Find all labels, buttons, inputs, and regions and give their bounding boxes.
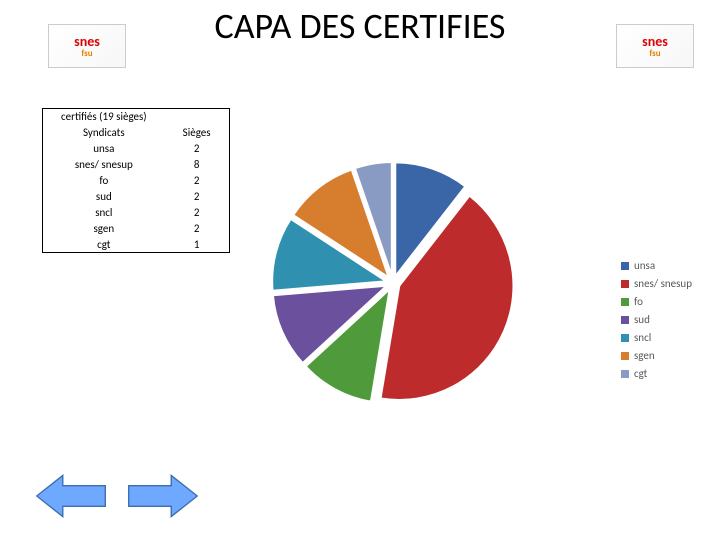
table-row: certifiés (19 sièges)	[43, 109, 229, 125]
syndicat-seats: 2	[165, 221, 229, 237]
legend-swatch	[621, 298, 629, 306]
logo-left: snes fsu	[48, 24, 126, 68]
seats-table: certifiés (19 sièges) Syndicats Sièges u…	[42, 108, 230, 253]
table-header: certifiés (19 sièges)	[43, 109, 165, 125]
legend-item: sgen	[621, 349, 692, 362]
syndicat-name: cgt	[43, 237, 165, 253]
syndicat-seats: 2	[165, 189, 229, 205]
logo-line2: fsu	[81, 49, 92, 58]
legend-label: snes/ snesup	[634, 277, 692, 290]
table-row: snes/ snesup8	[43, 157, 229, 173]
page-title: CAPA DES CERTIFIES	[215, 4, 506, 48]
legend-item: snes/ snesup	[621, 277, 692, 290]
table-row: sgen2	[43, 221, 229, 237]
syndicat-name: sncl	[43, 205, 165, 221]
syndicat-seats: 2	[165, 205, 229, 221]
syndicat-seats: 2	[165, 173, 229, 189]
legend-label: sncl	[634, 331, 651, 344]
legend-item: sud	[621, 313, 692, 326]
arrow-right-icon	[129, 475, 198, 516]
legend-item: cgt	[621, 367, 692, 380]
syndicat-name: fo	[43, 173, 165, 189]
syndicat-seats: 2	[165, 141, 229, 157]
table-row: sud2	[43, 189, 229, 205]
legend-label: cgt	[634, 367, 647, 380]
table-row: fo2	[43, 173, 229, 189]
col-label: Syndicats	[43, 125, 165, 141]
legend-label: sgen	[634, 349, 655, 362]
legend-item: fo	[621, 295, 692, 308]
table-row: unsa2	[43, 141, 229, 157]
table-row: sncl2	[43, 205, 229, 221]
syndicat-name: unsa	[43, 141, 165, 157]
prev-arrow[interactable]	[36, 472, 106, 520]
syndicat-seats: 1	[165, 237, 229, 253]
syndicat-seats: 8	[165, 157, 229, 173]
legend-swatch	[621, 370, 629, 378]
legend-label: unsa	[634, 259, 655, 272]
syndicat-name: snes/ snesup	[43, 157, 165, 173]
chart-legend: unsa snes/ snesup fo sud sncl sgen cgt	[621, 254, 692, 385]
syndicat-name: sud	[43, 189, 165, 205]
logo-line1: snes	[642, 35, 668, 49]
legend-swatch	[621, 280, 629, 288]
logo-line2: fsu	[649, 49, 660, 58]
legend-label: sud	[634, 313, 650, 326]
legend-label: fo	[634, 295, 643, 308]
syndicat-name: sgen	[43, 221, 165, 237]
legend-swatch	[621, 352, 629, 360]
legend-swatch	[621, 262, 629, 270]
logo-right: snes fsu	[616, 24, 694, 68]
legend-swatch	[621, 334, 629, 342]
col-label: Sièges	[165, 125, 229, 141]
table-row: Syndicats Sièges	[43, 125, 229, 141]
table-row: cgt1	[43, 237, 229, 253]
arrow-left-icon	[37, 475, 106, 516]
legend-item: unsa	[621, 259, 692, 272]
legend-swatch	[621, 316, 629, 324]
next-arrow[interactable]	[128, 472, 198, 520]
logo-line1: snes	[74, 35, 100, 49]
pie-chart	[258, 148, 528, 418]
legend-item: sncl	[621, 331, 692, 344]
